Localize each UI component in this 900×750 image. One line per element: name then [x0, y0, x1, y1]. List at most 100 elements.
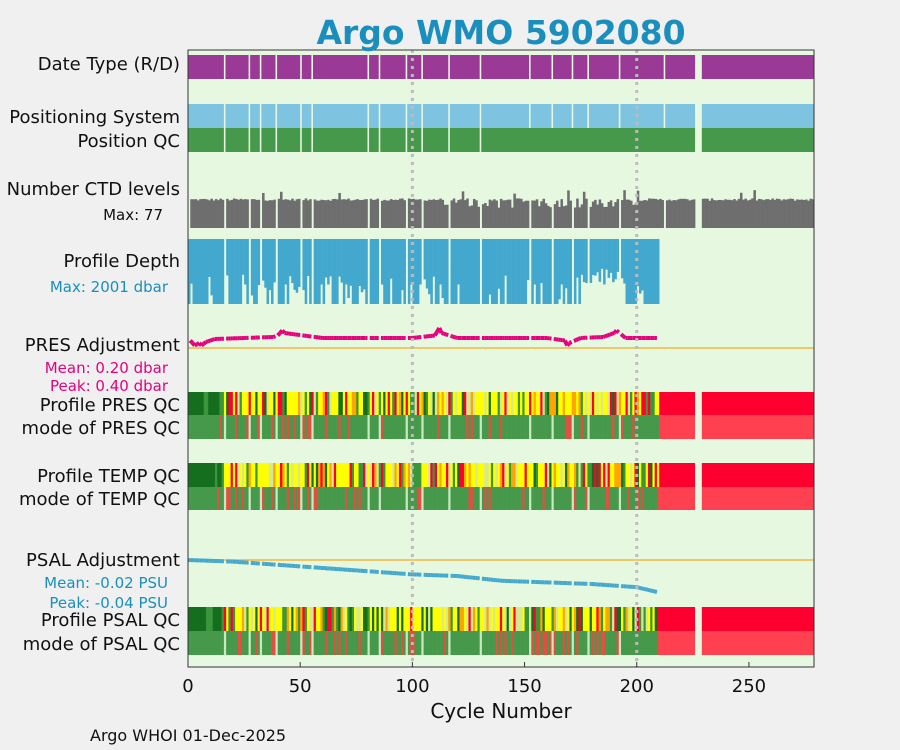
- profile-depth-bar: [376, 239, 380, 304]
- profile-depth-bar: [481, 239, 485, 304]
- date-type-bar: [380, 55, 406, 79]
- pres-qc-bar: [358, 392, 362, 415]
- label-date-type: Date Type (R/D): [38, 54, 180, 75]
- footer-credit: Argo WHOI 01-Dec-2025: [90, 726, 286, 745]
- positioning-system-bar: [225, 104, 249, 128]
- psal-mode-bar: [623, 631, 626, 655]
- temp-qc-bar: [205, 463, 209, 487]
- date-type-bar: [407, 55, 422, 79]
- profile-depth-bar: [329, 239, 332, 277]
- temp-mode-bar: [315, 487, 319, 510]
- temp-mode-bar: [239, 487, 243, 510]
- pres-adjustment-point: [272, 334, 277, 339]
- ctd-levels-bar: [392, 199, 395, 228]
- pres-qc-bar: [446, 392, 449, 415]
- temp-mode-bar: [396, 487, 400, 510]
- profile-depth-bar: [578, 239, 581, 304]
- temp-qc-bar: [452, 463, 456, 487]
- profile-depth-bar: [515, 239, 519, 304]
- profile-depth-bar: [188, 239, 191, 304]
- pres-qc-bar: [363, 392, 366, 415]
- psal-qc-bar: [401, 607, 404, 631]
- psal-mode-bar: [237, 631, 240, 655]
- pres-qc-bar: [538, 392, 541, 415]
- pres-mode-bar: [609, 415, 613, 439]
- psal-qc-bar: [607, 607, 611, 631]
- temp-mode-bar: [244, 487, 247, 510]
- ctd-levels-bar: [683, 198, 687, 228]
- ctd-levels-bar: [645, 200, 649, 228]
- pres-mode-bar: [311, 415, 314, 439]
- pres-qc-bar: [558, 392, 561, 415]
- temp-qc-bar: [311, 463, 314, 487]
- psal-mode-bar: [524, 631, 528, 655]
- temp-qc-bar: [401, 463, 404, 487]
- pres-qc-bar: [618, 392, 622, 415]
- profile-depth-bar: [403, 239, 406, 304]
- pres-mode-bar: [250, 415, 254, 439]
- temp-mode-bar: [605, 487, 608, 510]
- pres-qc-bar: [244, 392, 247, 415]
- pres-mode-bar: [419, 415, 422, 439]
- temp-qc-bar: [630, 463, 633, 487]
- temp-mode-bar: [387, 487, 391, 510]
- pres-adjustment-point: [577, 336, 582, 341]
- temp-qc-bar: [217, 463, 220, 487]
- pres-mode-bar: [297, 415, 301, 439]
- pres-qc-bar: [304, 392, 308, 415]
- psal-qc-bar: [585, 607, 588, 631]
- temp-qc-bar: [455, 463, 458, 487]
- positioning-system-bar: [369, 104, 379, 128]
- psal-mode-bar: [279, 631, 283, 655]
- temp-mode-bar: [302, 487, 305, 510]
- psal-mode-bar: [571, 631, 575, 655]
- pres-qc-bar: [327, 392, 330, 415]
- ctd-levels-bar: [560, 199, 564, 228]
- temp-mode-bar: [560, 487, 564, 510]
- profile-depth-bar: [351, 239, 355, 304]
- temp-mode-bar: [553, 487, 557, 510]
- psal-mode-bar: [253, 631, 256, 655]
- psal-qc-bar: [627, 607, 631, 631]
- ctd-levels-bar: [450, 200, 454, 228]
- positioning-system-bar: [573, 104, 588, 128]
- pres-qc-bar: [250, 392, 254, 415]
- psal-qc-bar: [486, 607, 489, 631]
- pres-qc-bar: [313, 392, 317, 415]
- profile-depth-bar: [443, 239, 447, 304]
- ctd-levels-bar: [744, 198, 747, 228]
- temp-qc-bar: [652, 463, 655, 487]
- psal-qc-bar: [616, 607, 620, 631]
- ctd-levels-bar: [569, 200, 572, 228]
- ctd-levels-bar: [730, 200, 734, 228]
- ctd-levels-bar: [659, 198, 662, 228]
- temp-qc-bar: [295, 463, 299, 487]
- pres-adjustment-point: [193, 342, 198, 348]
- profile-depth-bar: [239, 239, 243, 304]
- temp-qc-bar: [407, 463, 411, 487]
- temp-mode-bar: [486, 487, 489, 510]
- psal-mode-bar: [327, 631, 330, 655]
- psal-qc-bar: [441, 607, 445, 631]
- pres-mode-bar: [295, 415, 299, 439]
- temp-qc-bar: [398, 463, 402, 487]
- psal-qc-bar: [466, 607, 469, 631]
- pres-mode-bar: [470, 415, 474, 439]
- pres-adjustment-point: [212, 337, 216, 342]
- date-type-bar: [588, 55, 619, 79]
- pres-qc-bar: [374, 392, 377, 415]
- temp-mode-bar: [654, 487, 658, 510]
- temp-mode-bar: [340, 487, 344, 510]
- date-type-bar: [261, 55, 276, 79]
- psal-qc-bar: [461, 607, 465, 631]
- ctd-levels-bar: [212, 200, 216, 228]
- temp-mode-bar: [472, 487, 476, 510]
- psal-qc-bar: [621, 607, 624, 631]
- temp-qc-bar: [277, 463, 281, 487]
- ctd-levels-bar: [452, 198, 456, 228]
- temp-qc-bar: [555, 463, 559, 487]
- temp-mode-bar: [493, 487, 496, 510]
- pres-mode-bar: [208, 415, 211, 439]
- annotation-ctd-max: Max: 77: [103, 206, 163, 224]
- profile-depth-bar: [452, 239, 456, 304]
